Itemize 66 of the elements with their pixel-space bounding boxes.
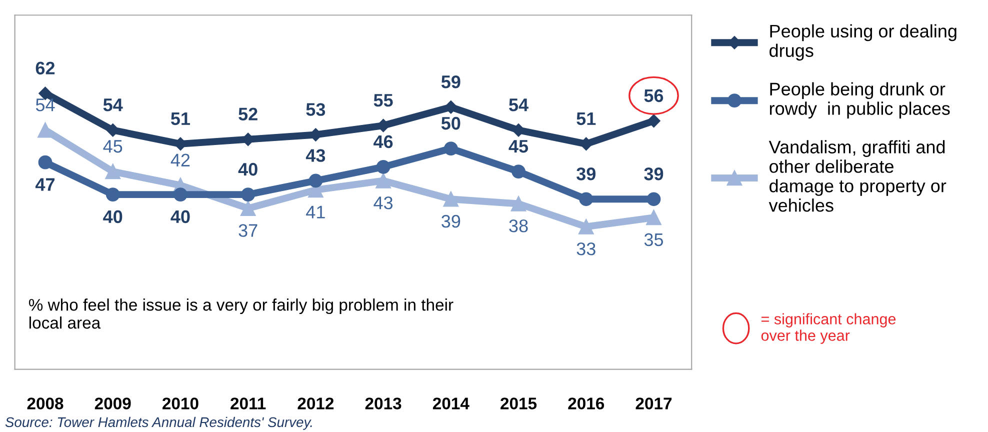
- data-label: 45: [508, 140, 528, 153]
- x-tick-label: 2014: [432, 398, 470, 410]
- point: [444, 100, 458, 114]
- point: [510, 196, 526, 212]
- data-label: 37: [238, 224, 258, 237]
- data-label: 53: [306, 103, 326, 116]
- point: [646, 210, 662, 226]
- data-label: 54: [103, 98, 123, 112]
- data-label: 39: [644, 168, 664, 180]
- data-label: 40: [103, 210, 122, 224]
- data-label: 46: [374, 135, 393, 148]
- point: [443, 192, 459, 207]
- data-label: 40: [238, 162, 258, 176]
- data-label: 52: [238, 108, 258, 120]
- point: [578, 219, 594, 234]
- data-label: 56: [644, 89, 664, 102]
- point: [444, 142, 458, 156]
- data-label: 43: [306, 149, 326, 162]
- point: [105, 164, 120, 180]
- data-label: 54: [509, 98, 528, 112]
- source-note: Source: Tower Hamlets Annual Residents' Survey.: [5, 416, 312, 430]
- point: [376, 160, 390, 174]
- data-label: 55: [374, 94, 393, 107]
- data-label: 51: [576, 112, 596, 126]
- data-label: 39: [442, 214, 460, 228]
- point: [647, 114, 660, 128]
- point: [579, 192, 594, 206]
- point: [38, 122, 53, 138]
- data-label: 35: [644, 233, 664, 246]
- data-label: 62: [36, 62, 55, 74]
- point: [38, 155, 52, 170]
- text: = significant change over the year: [761, 313, 896, 344]
- data-label: 54: [36, 98, 55, 112]
- x-tick-label: 2008: [27, 398, 64, 410]
- x-tick-label: 2010: [162, 398, 198, 410]
- data-label: 42: [170, 154, 190, 166]
- data-label: 50: [441, 116, 460, 130]
- x-tick-label: 2017: [636, 398, 672, 410]
- x-tick-label: 2012: [298, 398, 334, 410]
- data-label: 33: [576, 242, 596, 256]
- point: [308, 174, 323, 188]
- legend-label: People being drunk or rowdy in public places: [770, 82, 950, 119]
- point: [512, 164, 526, 178]
- data-label: 43: [374, 196, 393, 210]
- x-tick-label: 2009: [94, 398, 131, 410]
- data-label: 38: [509, 219, 528, 232]
- point: [646, 192, 661, 206]
- x-tick-label: 2013: [365, 398, 402, 410]
- x-tick-label: 2011: [230, 398, 266, 410]
- point: [174, 188, 188, 202]
- x-tick-label: 2015: [500, 398, 537, 410]
- data-label: 45: [103, 140, 122, 153]
- data-label: 51: [170, 112, 190, 126]
- point: [376, 173, 391, 188]
- data-label: 41: [306, 206, 325, 218]
- legend-label: Vandalism, graffiti and other deliberate damage to property or vehicles: [768, 140, 946, 212]
- text: % who feel the issue is a very or fairly big problem in their local area: [28, 298, 454, 329]
- point: [106, 188, 120, 202]
- x-tick-label: 2016: [568, 398, 604, 410]
- data-label: 59: [441, 76, 460, 88]
- data-label: 40: [170, 210, 190, 224]
- point: [240, 200, 256, 216]
- point: [241, 188, 256, 202]
- data-label: 47: [35, 178, 54, 191]
- legend-label: People using or dealing drugs: [770, 24, 956, 61]
- data-label: 39: [576, 168, 596, 180]
